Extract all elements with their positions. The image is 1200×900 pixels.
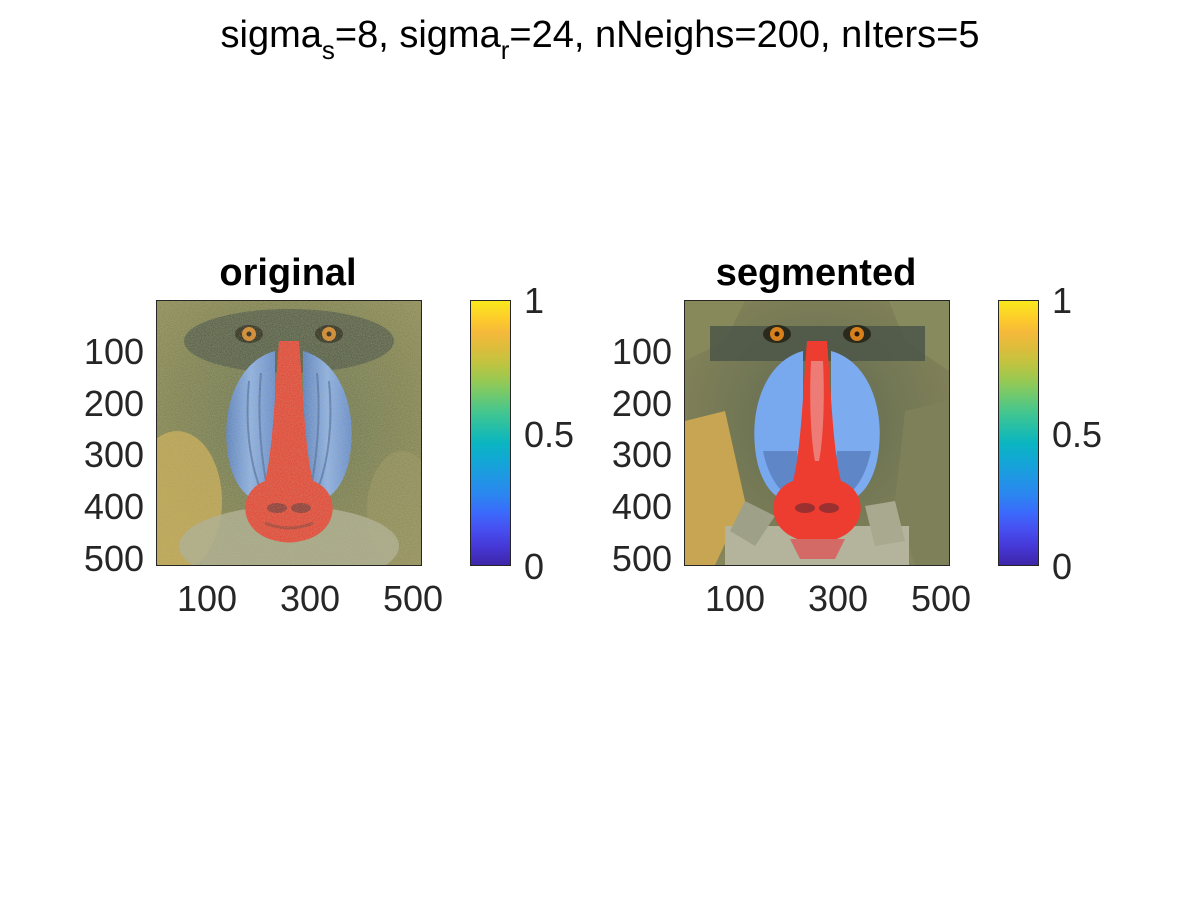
colorbar-segmented [998,300,1039,566]
colorbar-tick-label: 0 [1052,546,1073,587]
y-tick-label: 200 [83,383,144,424]
panel-title-segmented: segmented [715,252,917,294]
x-tick-label: 500 [910,578,972,619]
colorbar-tick-label: 0 [524,546,545,587]
panel-title-original: original [219,252,357,294]
colorbar-tick-label: 1 [1052,280,1073,321]
figure-title: sigmas=8, sigmar=24, nNeighs=200, nIters… [220,14,980,65]
y-tick-label: 300 [83,434,144,475]
original-image-axes [156,300,422,566]
colorbar-tick-label: 1 [524,280,545,321]
y-tick-label: 400 [83,486,144,527]
original-mandrill-image [157,301,421,565]
y-tick-label: 100 [83,331,144,372]
colorbar-tick-label: 0.5 [524,414,575,455]
y-tick-label: 500 [83,538,144,579]
x-tick-label: 100 [176,578,238,619]
colorbar-original [470,300,511,566]
y-tick-label: 300 [611,434,672,475]
segmented-mandrill-image [685,301,949,565]
x-tick-label: 300 [807,578,869,619]
x-tick-label: 100 [704,578,766,619]
y-tick-label: 500 [611,538,672,579]
colorbar-tick-label: 0.5 [1052,414,1103,455]
y-tick-label: 100 [611,331,672,372]
y-tick-label: 400 [611,486,672,527]
y-tick-label: 200 [611,383,672,424]
x-tick-label: 500 [382,578,444,619]
segmented-image-axes [684,300,950,566]
x-tick-label: 300 [279,578,341,619]
